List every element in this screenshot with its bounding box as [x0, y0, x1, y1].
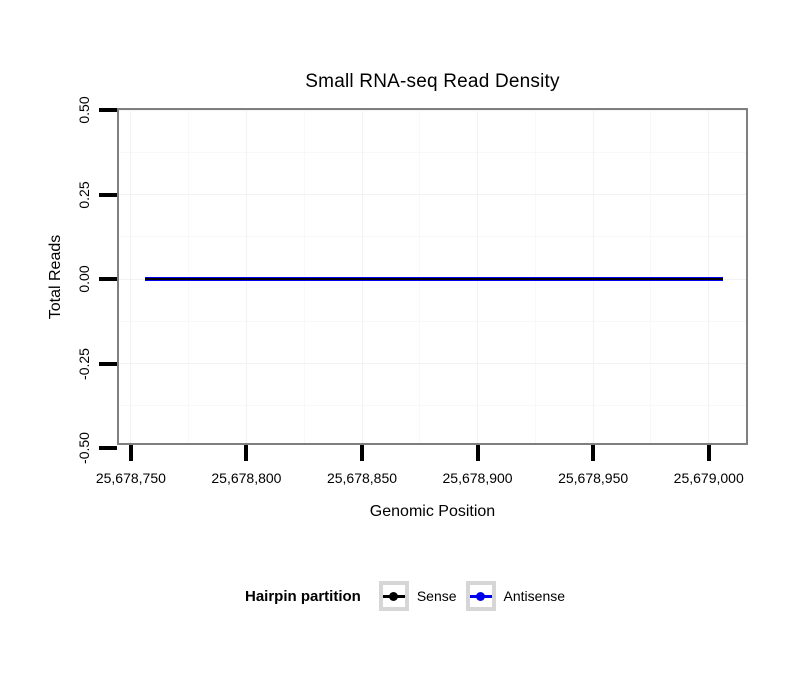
gridline-minor-h [117, 320, 748, 322]
x-tick [475, 445, 480, 461]
x-tick [706, 445, 711, 461]
gridline-major-v [708, 108, 710, 445]
y-tick-label: -0.25 [76, 347, 92, 380]
x-tick [360, 445, 364, 461]
x-tick [591, 445, 596, 461]
gridline-major-h [117, 194, 748, 195]
gridline-minor-v [534, 108, 536, 445]
y-tick [99, 108, 117, 112]
gridline-minor-v [303, 108, 305, 445]
x-tick-label: 25,678,750 [95, 470, 166, 486]
gridline-major-v [361, 108, 363, 445]
legend-key-sense [378, 581, 409, 611]
gridline-major-h [117, 443, 748, 445]
y-tick-label: -0.50 [76, 432, 92, 464]
plot-panel [117, 108, 748, 445]
gridline-major-v [130, 108, 132, 445]
y-tick-label: 0.00 [76, 265, 92, 293]
antisense-point-icon [476, 591, 486, 601]
gridline-minor-v [188, 108, 190, 445]
legend-label-sense: Sense [416, 588, 457, 604]
gridline-minor-h [117, 405, 748, 407]
y-tick-label: 0.25 [76, 180, 92, 209]
x-tick-label: 25,678,900 [442, 470, 513, 486]
chart-title: Small RNA-seq Read Density [305, 71, 560, 92]
x-tick-label: 25,678,950 [558, 470, 629, 486]
series-line-sense [144, 278, 723, 280]
x-tick [128, 445, 133, 461]
legend-title: Hairpin partition [244, 587, 361, 605]
gridline-major-h [117, 363, 748, 364]
y-tick [99, 277, 117, 281]
x-tick-label: 25,678,850 [326, 470, 398, 486]
x-axis-title: Genomic Position [369, 503, 496, 520]
gridline-major-v [592, 108, 594, 445]
y-tick-label: 0.50 [76, 96, 92, 124]
gridline-minor-h [117, 236, 748, 238]
y-tick [99, 361, 117, 366]
gridline-minor-v [419, 108, 421, 445]
sense-point-icon [389, 591, 399, 601]
gridline-major-h [117, 109, 748, 111]
legend: Hairpin partition Sense Antisense [0, 578, 810, 614]
legend-entry-antisense: Antisense [465, 581, 566, 611]
x-tick-label: 25,678,800 [211, 470, 282, 486]
gridline-major-v [245, 108, 247, 445]
gridline-minor-v [650, 108, 652, 445]
y-axis-title: Total Reads [47, 234, 64, 320]
legend-label-antisense: Antisense [503, 588, 566, 604]
legend-entry-sense: Sense [378, 581, 457, 611]
x-tick-label: 25,679,000 [673, 470, 744, 486]
gridline-major-v [477, 108, 479, 445]
y-tick [99, 192, 117, 197]
x-tick [244, 445, 249, 461]
gridline-minor-h [117, 151, 748, 153]
y-tick [99, 446, 117, 450]
legend-key-antisense [465, 581, 496, 611]
